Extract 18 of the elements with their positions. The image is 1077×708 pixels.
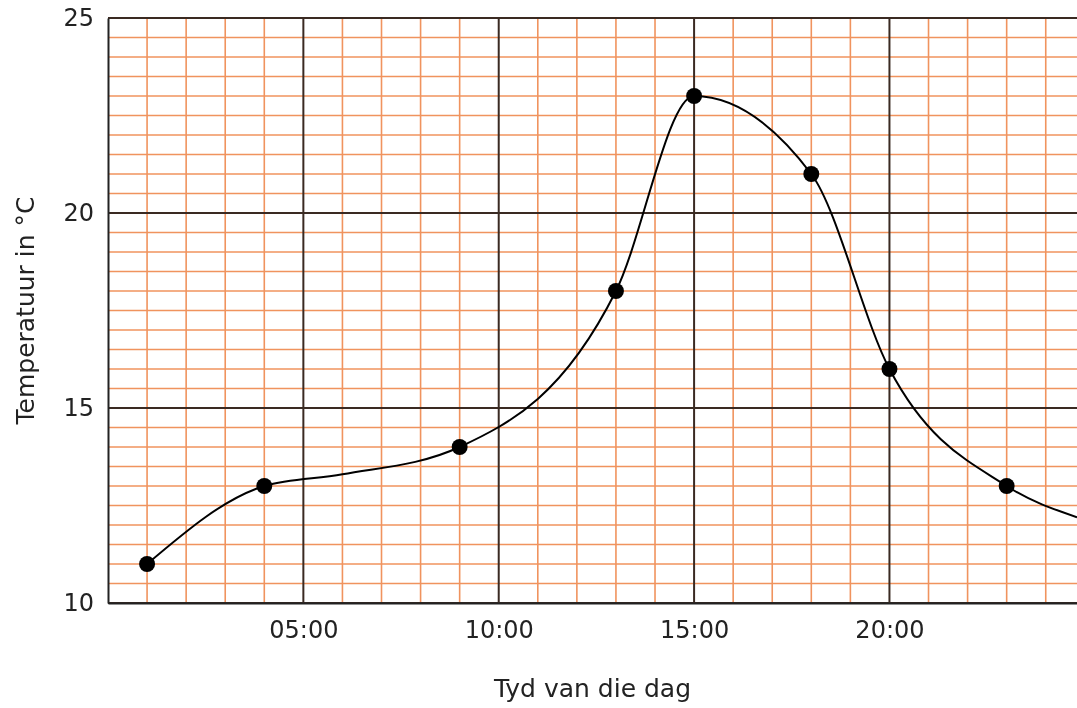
point [881,361,898,377]
y-tick-label: 15 [63,394,94,423]
y-axis-title: Temperatuur in °C [11,196,40,426]
point [998,478,1015,494]
point [607,283,624,299]
point [451,439,468,455]
point [139,556,156,572]
y-tick-label: 20 [63,199,94,228]
x-tick-label: 20:00 [855,616,925,645]
x-tick-label: 15:00 [660,616,730,645]
point [803,166,820,182]
x-tick-label: 05:00 [269,616,339,645]
point [256,478,273,494]
x-axis-title: Tyd van die dag [492,674,692,703]
x-tick-label: 10:00 [464,616,534,645]
y-tick-label: 25 [63,4,94,33]
y-tick-label: 10 [63,589,94,618]
point [686,88,703,104]
